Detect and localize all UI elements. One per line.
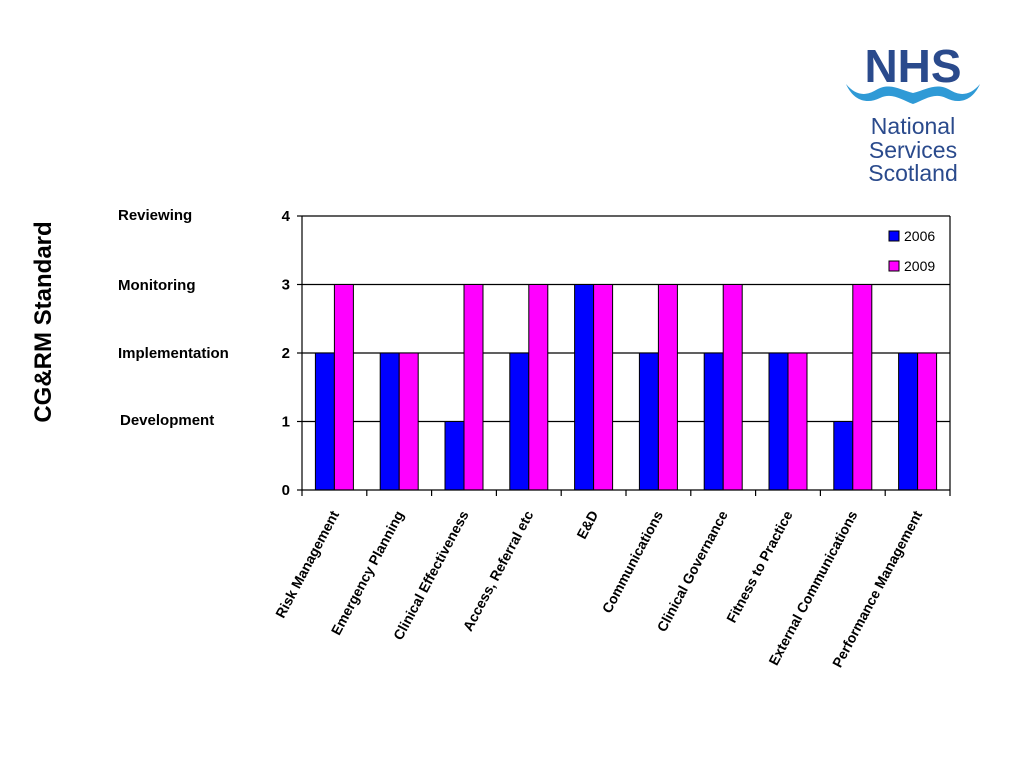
legend: 2006 2009 [888,228,935,274]
legend-swatch-2006 [888,230,900,242]
bar-2009 [463,284,484,491]
x-tick-label: Access, Referral etc [459,508,536,634]
logo-wave [846,84,980,104]
bar-2009 [657,284,678,491]
bar-2009 [852,284,873,491]
y-tick-label: 3 [282,277,290,294]
x-tick-label: Risk Management [272,508,342,621]
legend-label: 2006 [904,228,935,244]
bars [314,284,938,491]
legend-label: 2009 [904,258,935,274]
bar-2009 [398,352,419,491]
bar-2009 [528,284,549,491]
logo-brand: NHS [864,40,961,92]
level-label-implementation: Implementation [118,345,229,362]
bar-2006 [638,352,659,491]
y-tick-label: 0 [282,482,290,499]
level-label-reviewing: Reviewing [118,207,193,224]
x-tick-label: Emergency Planning [328,508,407,638]
bar-2009 [722,284,743,491]
bar-2009 [787,352,808,491]
bar-2006 [574,284,595,491]
x-tick-label: E&D [573,508,601,542]
bar-2006 [703,352,724,491]
nhs-logo: NHS National Services Scotland [846,40,980,186]
bar-2006 [314,352,335,491]
x-tick-label: Fitness to Practice [723,508,796,626]
bar-2009 [917,352,938,491]
bar-2006 [444,421,465,491]
level-label-monitoring: Monitoring [118,277,196,294]
x-tick-label: Communications [599,508,667,616]
y-tick-label: 2 [282,345,290,362]
bar-2006 [509,352,530,491]
axes [297,215,951,496]
logo-line-1: National [871,113,955,139]
bar-2006 [898,352,919,491]
logo-line-2: Services [869,137,957,163]
x-tick-label: Clinical Governance [654,508,731,635]
logo-line-3: Scotland [868,160,958,186]
bar-2006 [833,421,854,491]
bar-2009 [593,284,614,491]
y-tick-label: 1 [282,414,290,431]
legend-swatch-2009 [888,260,900,272]
bar-2006 [379,352,400,491]
x-tick-label: Clinical Effectiveness [390,508,472,643]
y-tick-label: 4 [282,208,291,225]
level-label-development: Development [120,412,215,429]
bar-2006 [768,352,789,491]
bar-2009 [333,284,354,491]
